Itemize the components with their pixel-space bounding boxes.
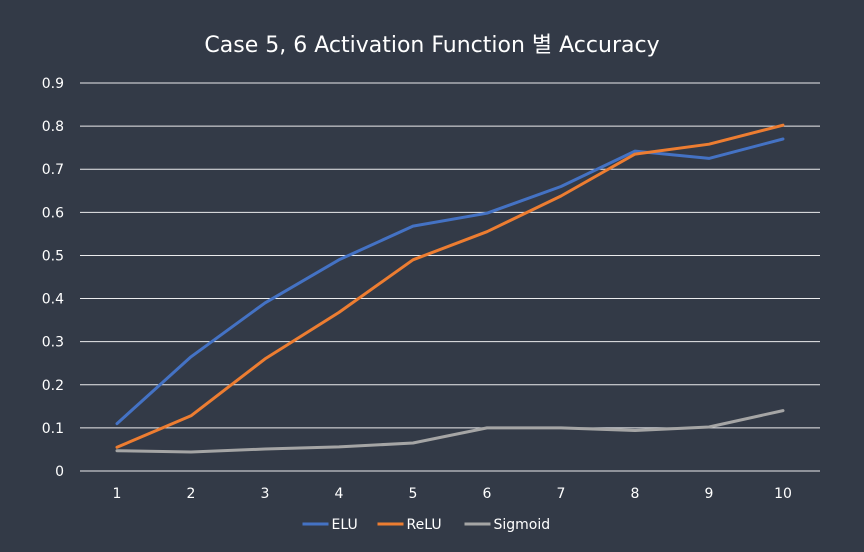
y-tick-label: 0.7 <box>42 162 64 178</box>
legend-item-relu: ReLU <box>377 517 442 533</box>
x-axis-tick-labels: 1 2 3 4 5 6 7 8 9 10 <box>113 486 792 502</box>
x-tick-label: 3 <box>261 486 270 502</box>
series-line-sigmoid <box>115 409 785 454</box>
x-tick-label: 6 <box>483 486 492 502</box>
series-line-relu <box>115 123 785 449</box>
x-tick-label: 1 <box>113 486 122 502</box>
y-tick-label: 0 <box>55 464 64 480</box>
y-tick-label: 0.6 <box>42 205 64 221</box>
legend-item-elu: ELU <box>302 517 358 533</box>
legend-label: Sigmoid <box>494 517 551 533</box>
chart-title: Case 5, 6 Activation Function 별 Accuracy <box>204 33 659 58</box>
series-lines <box>115 123 785 454</box>
y-tick-label: 0.5 <box>42 248 64 264</box>
y-tick-label: 0.8 <box>42 119 64 135</box>
x-tick-label: 4 <box>335 486 344 502</box>
x-tick-label: 9 <box>705 486 714 502</box>
x-tick-label: 5 <box>409 486 418 502</box>
x-tick-label: 2 <box>187 486 196 502</box>
legend-label: ReLU <box>407 517 442 533</box>
series-line-elu <box>115 137 785 426</box>
y-tick-label: 0.3 <box>42 335 64 351</box>
legend-label: ELU <box>332 517 358 533</box>
legend: ELU ReLU Sigmoid <box>302 517 551 533</box>
y-axis-tick-labels: 0 0.1 0.2 0.3 0.4 0.5 0.6 0.7 0.8 0.9 <box>42 76 64 480</box>
y-tick-label: 0.9 <box>42 76 64 92</box>
y-tick-label: 0.4 <box>42 292 64 308</box>
x-tick-label: 7 <box>557 486 566 502</box>
y-tick-label: 0.1 <box>42 421 64 437</box>
y-tick-label: 0.2 <box>42 378 64 394</box>
legend-item-sigmoid: Sigmoid <box>464 517 551 533</box>
x-tick-label: 10 <box>774 486 792 502</box>
x-tick-label: 8 <box>631 486 640 502</box>
gridlines <box>80 82 820 472</box>
